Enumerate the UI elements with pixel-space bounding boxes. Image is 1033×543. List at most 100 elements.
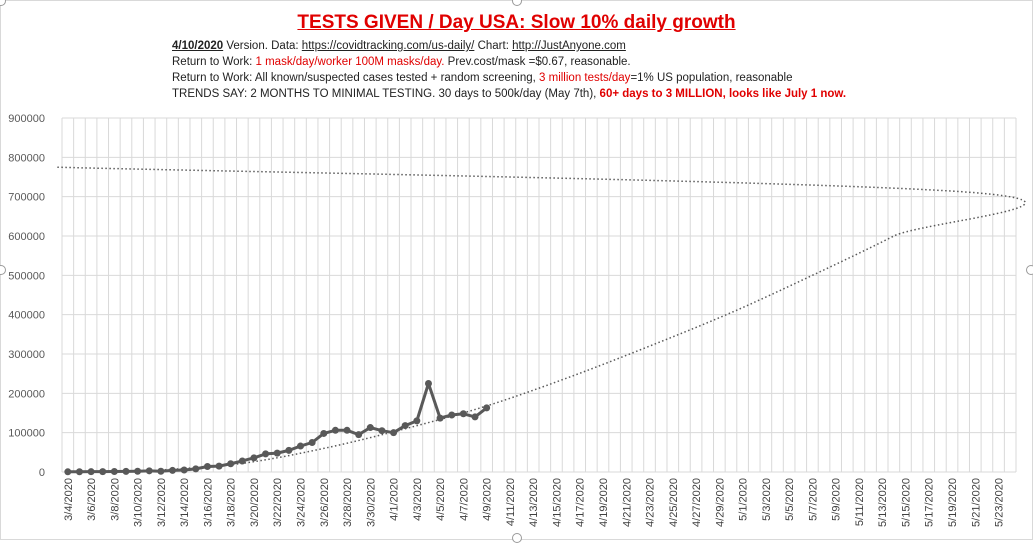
x-tick-label: 3/18/2020 [226, 478, 238, 527]
y-tick-label: 200000 [8, 388, 45, 400]
x-tick-label: 3/14/2020 [179, 478, 191, 527]
data-point [75, 468, 83, 476]
data-point [401, 422, 409, 430]
note-text: =1% US population, reasonable [630, 72, 793, 84]
data-point [192, 465, 200, 473]
x-tick-label: 3/16/2020 [202, 478, 214, 527]
data-point [448, 411, 456, 419]
resize-handle-left[interactable] [0, 265, 6, 275]
x-tick-label: 4/13/2020 [528, 478, 540, 527]
x-tick-label: 5/23/2020 [994, 478, 1006, 527]
x-tick-label: 3/20/2020 [249, 478, 261, 527]
data-point [471, 413, 479, 421]
data-source-link[interactable]: https://covidtracking.com/us-daily/ [301, 40, 475, 52]
x-axis-tick-labels: 3/4/2020 3/6/2020 3/8/2020 3/10/2020 3/12/20… [63, 478, 1006, 527]
chart-source-link[interactable]: http://JustAnyone.com [512, 40, 626, 52]
data-point [297, 442, 304, 450]
data-point [110, 468, 118, 476]
data-point [343, 426, 351, 434]
x-tick-label: 4/19/2020 [598, 478, 610, 527]
note-line-4: TRENDS SAY: 2 MONTHS TO MINIMAL TESTING.… [172, 88, 846, 100]
note-highlight: 3 million tests/day [539, 72, 631, 84]
y-tick-label: 300000 [8, 349, 45, 361]
note-text: Chart: [474, 40, 513, 52]
x-tick-label: 5/11/2020 [854, 478, 866, 526]
x-tick-label: 4/11/2020 [505, 478, 517, 526]
y-tick-label: 900000 [8, 113, 45, 125]
data-point [320, 429, 328, 437]
data-point [390, 429, 398, 437]
data-point [459, 410, 467, 418]
data-point [145, 467, 153, 475]
x-tick-label: 5/1/2020 [738, 478, 750, 521]
data-point [238, 457, 246, 465]
x-tick-label: 4/9/2020 [482, 478, 494, 521]
x-tick-label: 4/29/2020 [714, 478, 726, 527]
x-tick-label: 5/17/2020 [924, 478, 936, 527]
note-text: Version. Data: [223, 40, 302, 52]
data-point [424, 380, 432, 387]
data-point [331, 426, 339, 434]
note-highlight: 60+ days to 3 MILLION, looks like July 1… [599, 88, 847, 100]
data-point [285, 446, 293, 454]
y-tick-label: 400000 [8, 310, 45, 322]
data-point [134, 467, 142, 475]
x-tick-label: 5/13/2020 [877, 478, 889, 527]
y-tick-label: 500000 [8, 270, 45, 282]
resize-handle-top[interactable] [512, 0, 522, 6]
data-point [215, 462, 223, 470]
y-tick-label: 700000 [8, 192, 45, 204]
data-point [273, 449, 281, 457]
x-tick-label: 3/10/2020 [133, 478, 145, 527]
resize-handle-top-left[interactable] [0, 0, 6, 6]
data-point [366, 424, 374, 432]
x-tick-label: 3/12/2020 [156, 478, 168, 527]
data-point [308, 439, 316, 446]
x-tick-label: 3/22/2020 [272, 478, 284, 527]
x-tick-label: 3/4/2020 [63, 478, 75, 521]
data-point [355, 431, 363, 439]
data-point [169, 466, 177, 474]
trendline-series [56, 166, 1027, 471]
tests-per-day-series [64, 380, 491, 476]
x-tick-label: 3/26/2020 [319, 478, 331, 527]
x-tick-label: 3/6/2020 [86, 478, 98, 521]
gridlines [61, 117, 1017, 473]
note-highlight: 1 mask/day/worker 100M masks/day. [255, 56, 445, 68]
data-point [250, 454, 258, 462]
y-axis-tick-labels: 0 100000 200000 300000 400000 500000 600000 700… [8, 113, 45, 479]
resize-handle-right[interactable] [1026, 265, 1033, 275]
x-tick-label: 3/24/2020 [296, 478, 308, 527]
x-tick-label: 5/9/2020 [831, 478, 843, 521]
x-tick-label: 4/25/2020 [668, 478, 680, 527]
note-text: Return to Work: [172, 56, 256, 68]
x-tick-label: 4/17/2020 [575, 478, 587, 527]
y-tick-label: 0 [39, 467, 45, 479]
data-point [64, 468, 72, 476]
x-tick-label: 3/30/2020 [365, 478, 377, 527]
y-tick-label: 600000 [8, 231, 45, 243]
x-tick-label: 5/7/2020 [807, 478, 819, 521]
x-tick-label: 4/5/2020 [435, 478, 447, 521]
data-point [483, 404, 491, 412]
note-line-3: Return to Work: All known/suspected case… [172, 72, 793, 84]
x-tick-label: 4/27/2020 [691, 478, 703, 527]
x-tick-label: 4/7/2020 [458, 478, 470, 521]
data-point [262, 450, 270, 458]
trendline [56, 166, 1027, 471]
data-point [180, 466, 188, 474]
note-text: TRENDS SAY: 2 MONTHS TO MINIMAL TESTING.… [172, 88, 600, 100]
data-point [203, 462, 211, 470]
chart-title: TESTS GIVEN / Day USA: Slow 10% daily gr… [297, 12, 736, 33]
note-line-1: 4/10/2020 Version. Data: https://covidtr… [172, 40, 626, 52]
y-tick-label: 100000 [8, 428, 45, 440]
data-point [227, 460, 235, 468]
data-point [378, 427, 386, 435]
data-point [436, 414, 444, 422]
x-tick-label: 3/28/2020 [342, 478, 354, 527]
x-tick-label: 5/5/2020 [784, 478, 796, 521]
note-text: Prev.cost/mask =$0.67, reasonable. [444, 56, 631, 68]
data-point [87, 468, 95, 476]
